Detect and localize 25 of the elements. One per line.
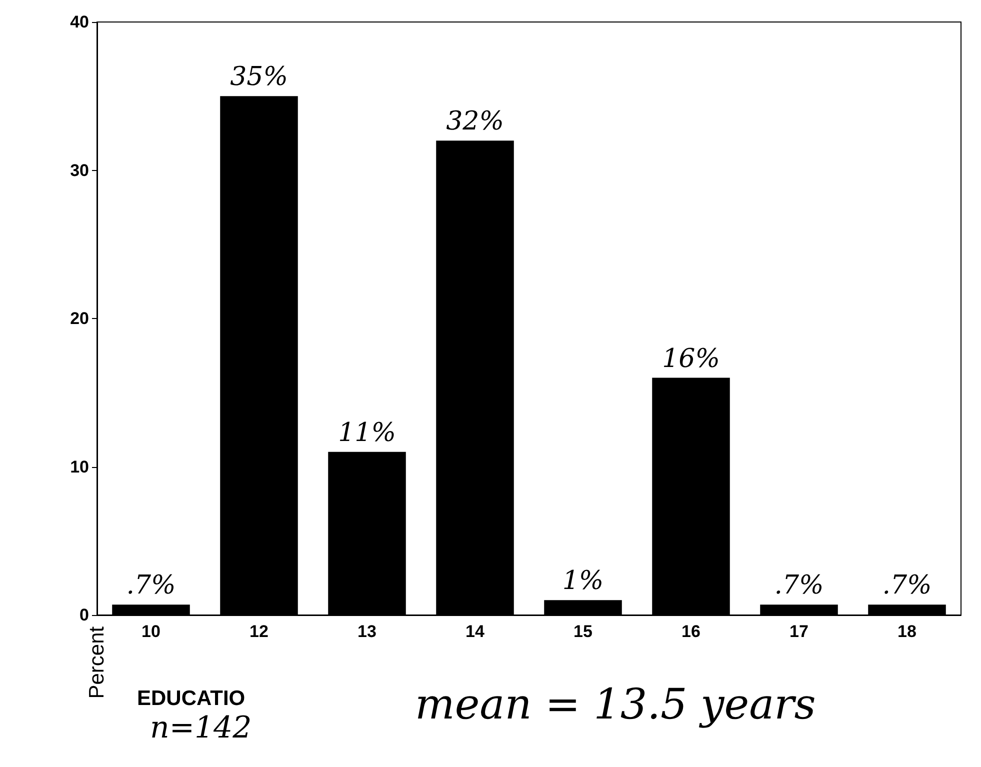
y-axis-title: Percent (86, 626, 108, 699)
y-tick-label: 10 (70, 457, 89, 476)
text: mean = 13.5 years (415, 680, 816, 728)
y-tick-label: 30 (70, 160, 89, 180)
data-label: 35% (230, 62, 288, 92)
data-label: 1% (562, 566, 604, 596)
y-tick-label: 0 (80, 606, 89, 624)
data-label: 16% (662, 344, 720, 374)
data-label: 32% (446, 106, 504, 137)
x-axis-title: EDUCATIO (137, 687, 246, 710)
text: n=142 (150, 710, 252, 746)
x-tick-label: 16 (682, 622, 700, 641)
data-label: 11% (338, 418, 396, 448)
x-tick-label: 12 (250, 622, 268, 641)
data-label: .7% (126, 570, 176, 601)
y-tick-label: 20 (70, 309, 89, 328)
x-tick-label: 13 (358, 622, 376, 641)
data-label: .7% (882, 570, 932, 601)
x-tick-label: 15 (574, 622, 592, 641)
x-tick-label: 18 (898, 622, 916, 641)
x-tick-label: 17 (790, 622, 808, 641)
x-tick-label: 10 (142, 622, 160, 641)
x-tick-label: 14 (466, 622, 485, 641)
y-tick-label: 40 (70, 12, 89, 32)
data-label: .7% (774, 570, 824, 601)
